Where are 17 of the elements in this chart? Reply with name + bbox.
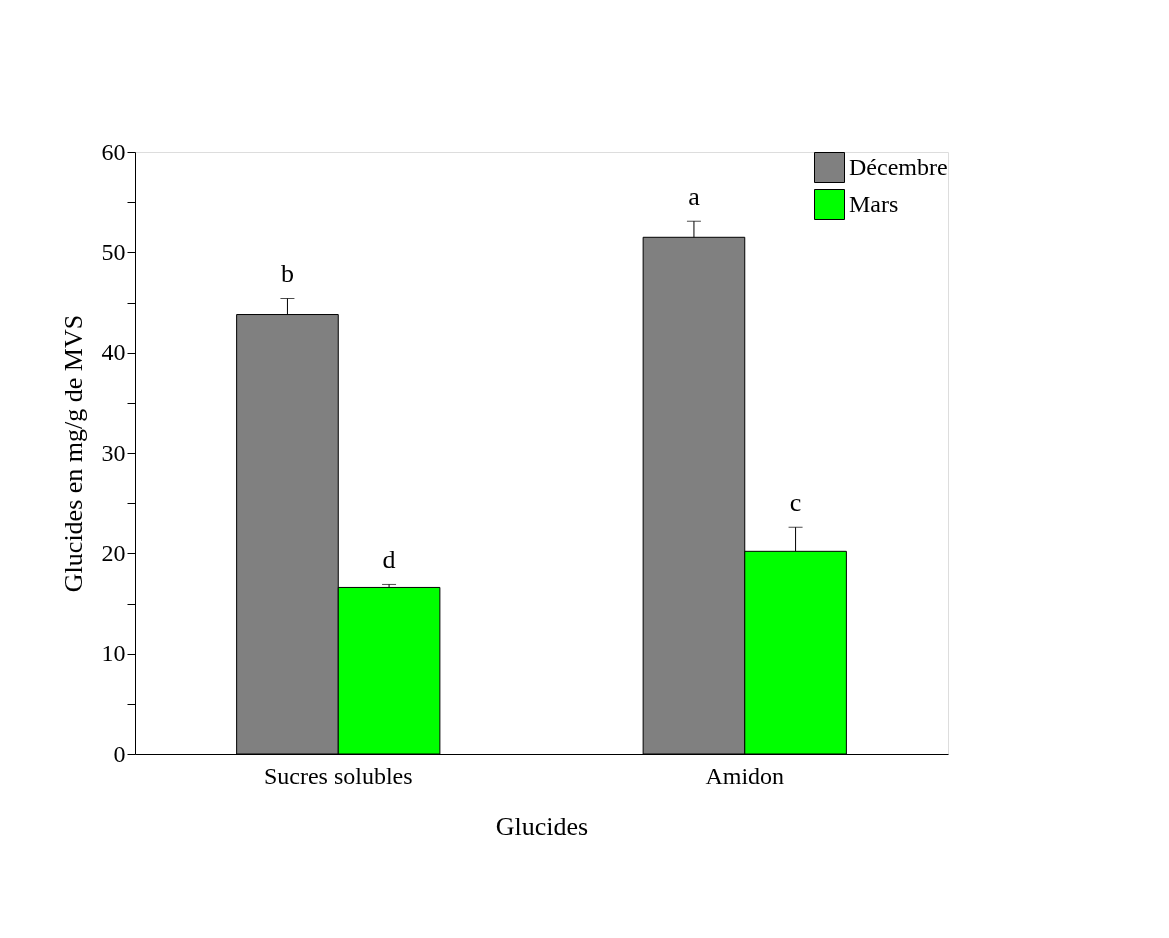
x-tick-label: Sucres solubles xyxy=(263,762,413,789)
x-axis-title: Glucides xyxy=(495,811,589,841)
legend-label: Décembre xyxy=(849,153,948,180)
y-tick-label: 30 xyxy=(101,439,126,466)
data-label: a xyxy=(688,182,701,212)
y-tick-label: 20 xyxy=(101,539,126,566)
data-label: c xyxy=(789,488,802,518)
y-tick-label: 40 xyxy=(101,339,126,366)
y-tick-label: 60 xyxy=(101,138,126,165)
x-tick-label: Amidon xyxy=(705,762,785,789)
data-label: d xyxy=(382,545,396,575)
legend-label: Mars xyxy=(849,190,899,217)
y-axis-title: Glucides en mg/g de MVS xyxy=(58,314,88,593)
y-tick-label: 10 xyxy=(101,640,126,667)
data-label: b xyxy=(280,259,294,289)
y-tick-label: 50 xyxy=(101,238,126,265)
y-tick-label: 0 xyxy=(113,740,126,767)
